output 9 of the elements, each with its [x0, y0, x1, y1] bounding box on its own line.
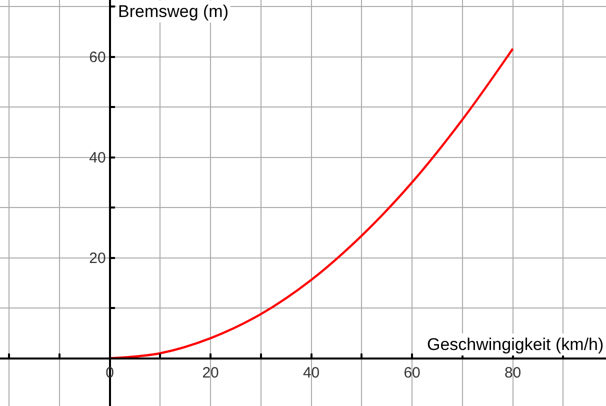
- x-tick-label: 40: [302, 364, 320, 382]
- y-tick-label: 20: [89, 250, 106, 268]
- y-tick-label: 40: [89, 150, 106, 167]
- x-tick-label: 20: [202, 364, 219, 382]
- y-tick-label: 60: [89, 49, 106, 66]
- x-tick-label: 80: [504, 364, 522, 382]
- y-axis-title: Bremsweg (m): [118, 2, 229, 21]
- x-tick-label: 60: [404, 364, 420, 382]
- x-axis-title: Geschwingigkeit (km/h): [427, 335, 604, 354]
